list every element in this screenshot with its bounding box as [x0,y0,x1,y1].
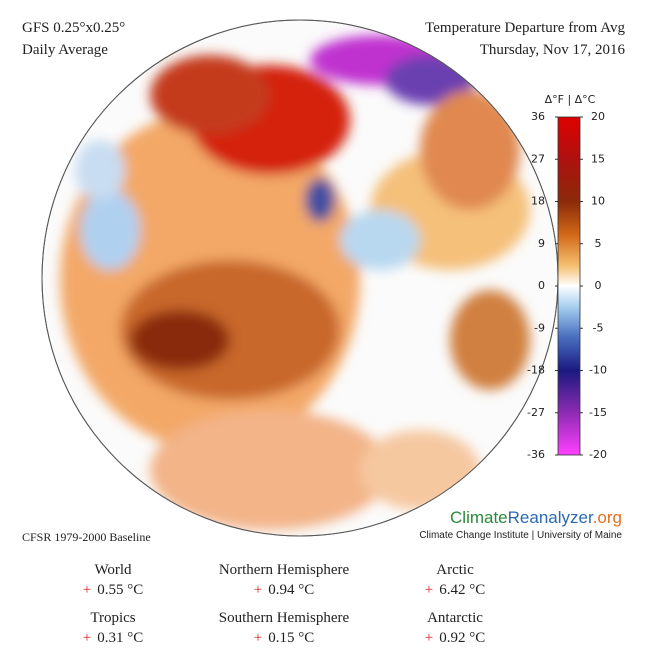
colorbar-scale [557,116,581,456]
value-text: 0.55 °C [97,582,143,598]
value-text: 0.94 °C [268,582,314,598]
globe-map [41,19,559,537]
map-title: Temperature Departure from Avg [425,20,625,36]
value-sign: + [425,582,433,598]
celsius-tick-label: -5 [593,321,604,334]
value-sign: + [254,630,262,646]
region-value: +0.15 °C [254,630,314,646]
region-value: +0.55 °C [83,582,143,598]
celsius-tick-label: 5 [595,237,602,250]
map-date: Thursday, Nov 17, 2016 [480,42,626,58]
celsius-tick-label: -15 [589,406,607,419]
region-name: Northern Hemisphere [219,562,350,578]
value-sign: + [83,582,91,598]
celsius-tick-label: 10 [591,195,605,208]
region-value: +0.94 °C [254,582,314,598]
value-sign: + [83,630,91,646]
celsius-tick-label: 20 [591,110,605,123]
celsius-tick-label: 0 [595,279,602,292]
fahrenheit-tick-label: 9 [538,237,545,250]
region-name: Antarctic [427,610,483,626]
fahrenheit-tick-label: -36 [527,448,545,461]
value-text: 0.92 °C [439,630,485,646]
fahrenheit-tick-label: -27 [527,406,545,419]
fahrenheit-tick-label: -18 [527,364,545,377]
region-value: +0.31 °C [83,630,143,646]
fahrenheit-tick-label: 18 [531,195,545,208]
value-text: 0.15 °C [268,630,314,646]
fahrenheit-tick-label: 27 [531,152,545,165]
fahrenheit-tick-label: 0 [538,279,545,292]
period-label: Daily Average [22,42,108,58]
value-text: 6.42 °C [439,582,485,598]
region-value: +0.92 °C [425,630,485,646]
region-name: Southern Hemisphere [219,610,350,626]
region-name: Arctic [436,562,474,578]
value-sign: + [425,630,433,646]
colorbar: Δ°F | Δ°C 36 27 18 9 0 -9 -18 -27 -36 20 15 10 5 0 -5 -… [527,93,607,461]
logo-part: Climate [450,508,508,527]
fahrenheit-tick-label: -9 [534,321,545,334]
region-name: World [94,562,132,578]
region-name: Tropics [90,610,135,626]
logo-part: Reanalyzer [508,508,594,527]
logo: ClimateReanalyzer.org Climate Change Ins… [419,508,622,541]
baseline-label: CFSR 1979-2000 Baseline [22,530,151,544]
logo-part: .org [593,508,622,527]
value-text: 0.31 °C [97,630,143,646]
celsius-tick-label: -10 [589,364,607,377]
logo-text: ClimateReanalyzer.org [450,508,622,527]
value-sign: + [254,582,262,598]
celsius-tick-label: 15 [591,152,605,165]
fahrenheit-tick-label: 36 [531,110,545,123]
colorbar-label: Δ°F | Δ°C [545,93,596,106]
logo-org: Climate Change Institute | University of… [419,530,622,541]
model-label: GFS 0.25°x0.25° [22,20,125,36]
celsius-tick-label: -20 [589,448,607,461]
region-value: +6.42 °C [425,582,485,598]
